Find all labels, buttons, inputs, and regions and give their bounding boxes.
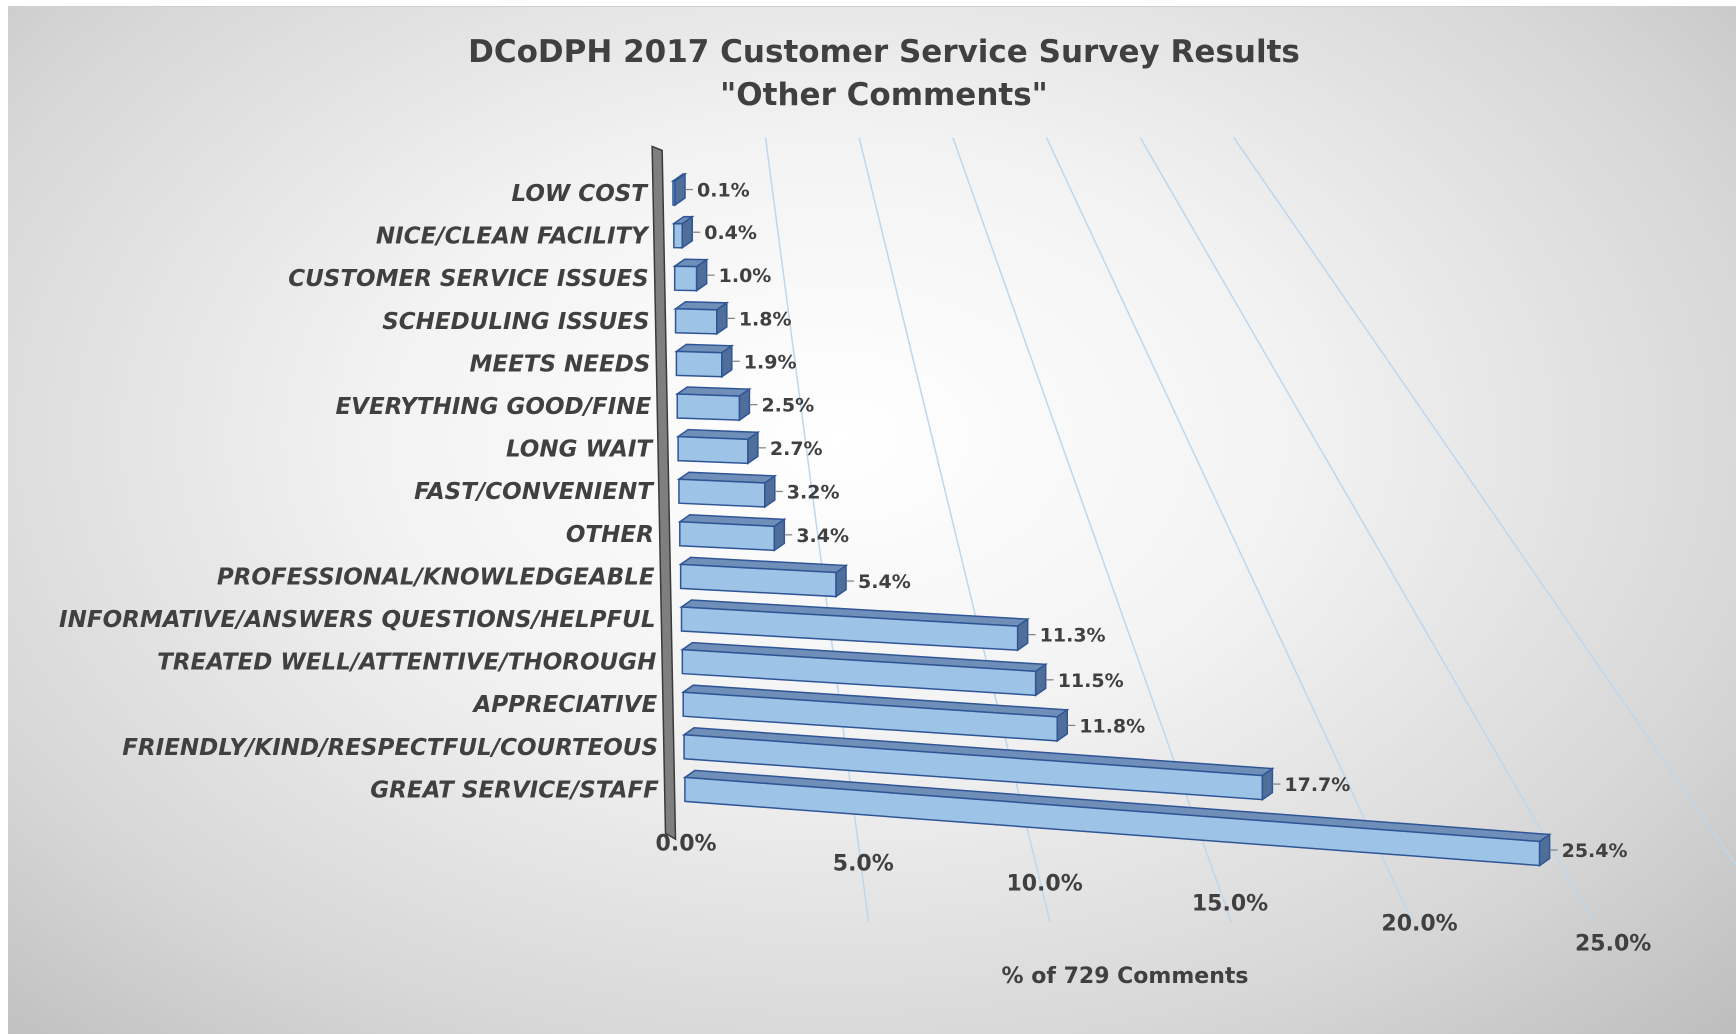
data-label: 2.5% [761,395,814,417]
category-label: SCHEDULING ISSUES [382,309,649,335]
bar-end [695,258,708,293]
bar-end [1538,833,1551,867]
bar-group: 1.0% [672,258,772,293]
data-label: 1.8% [739,308,792,330]
axis-wall-panel [651,145,677,841]
category-label: LOW COST [512,181,650,207]
axis-wall [651,145,677,841]
gridline [1233,137,1736,867]
bar [673,265,698,292]
bar-group: 11.3% [679,599,1106,652]
bar-group: 11.5% [680,641,1124,697]
bar [678,478,766,508]
bar-end [721,344,733,379]
category-label: PROFESSIONAL/KNOWLEDGEABLE [217,564,655,590]
category-labels: LOW COST NICE/CLEAN FACILITY CUSTOMER SERV… [59,181,659,803]
bar-end [1261,767,1274,802]
chart-area: DCoDPH 2017 Customer Service Survey Resu… [8,6,1736,1034]
bar-end [738,387,751,422]
bar-group: 11.8% [681,684,1145,743]
bar-group: 5.4% [678,556,911,598]
data-label: 2.7% [770,438,823,460]
x-tick-label: 5.0% [833,852,894,877]
data-label: 1.0% [719,265,772,287]
bar [677,435,749,465]
bars: 0.1% 0.4% 1.0% 1.8% 1.9% 2.5% 2.7% 3.2% 3.4% 5.4%… [670,172,1628,867]
bar [684,776,1541,867]
category-label: CUSTOMER SERVICE ISSUES [288,266,648,292]
category-label: FRIENDLY/KIND/RESPECTFUL/COURTEOUS [122,735,658,761]
gridline [1139,137,1595,923]
category-label: GREAT SERVICE/STAFF [370,777,659,803]
bar-group: 0.4% [671,215,757,250]
category-label: INFORMATIVE/ANSWERS QUESTIONS/HELPFUL [59,607,655,633]
data-label: 1.9% [744,351,797,373]
bar-group: 17.7% [681,727,1350,802]
bar [679,521,776,552]
data-label: 3.4% [796,525,849,547]
data-label: 3.2% [787,481,840,503]
bar [674,308,718,335]
data-label: 0.1% [697,180,750,202]
data-label: 0.4% [704,222,757,244]
data-label: 25.4% [1562,840,1628,862]
data-label: 17.7% [1284,774,1350,796]
x-tick-labels: 0.0%5.0%10.0%15.0%20.0%25.0%30.0% [656,832,1652,957]
x-tick-label: 20.0% [1381,912,1457,937]
bar-group: 2.5% [674,386,814,422]
data-label: 11.5% [1058,670,1124,692]
bar-end [764,474,776,509]
bar-end [1034,662,1047,697]
bar-group: 1.9% [674,343,797,379]
category-label: NICE/CLEAN FACILITY [376,224,650,250]
bar-end [716,301,728,336]
bar-group: 3.4% [677,514,849,552]
x-axis-title: % of 729 Comments [1002,964,1249,989]
x-tick-label: 10.0% [1006,872,1082,897]
category-label: EVERYTHING GOOD/FINE [335,394,651,420]
x-tick-label: 0.0% [656,832,717,857]
chart-title: DCoDPH 2017 Customer Service Survey Resu… [468,34,1300,70]
data-label: 11.8% [1079,715,1145,737]
bar-end [773,517,786,552]
x-tick-label: 25.0% [1575,932,1651,957]
gridlines [764,137,1736,923]
x-tick-label: 15.0% [1192,892,1268,917]
bar-group: 25.4% [682,769,1628,867]
bar-chart: DCoDPH 2017 Customer Service Survey Resu… [59,34,1736,989]
category-label: LONG WAIT [506,437,654,463]
gridline [858,137,1051,923]
category-label: FAST/CONVENIENT [414,479,655,505]
data-label: 5.4% [858,571,911,593]
bar-group: 2.7% [675,428,823,465]
chart-subtitle: "Other Comments" [720,77,1048,113]
bar [673,222,683,249]
bar [676,393,741,421]
bar-group: 3.2% [676,471,840,509]
bar-end [747,430,759,465]
category-label: APPRECIATIVE [471,692,657,718]
gridline [1045,137,1414,923]
bar-end [1056,708,1069,743]
category-label: TREATED WELL/ATTENTIVE/THOROUGH [157,650,656,676]
bar-end [681,215,693,250]
bar-group: 1.8% [673,301,792,336]
bar-end [1016,617,1029,652]
category-label: OTHER [566,522,654,548]
bar-end [674,172,686,207]
bar-end [835,564,847,598]
category-label: MEETS NEEDS [469,351,650,377]
bar [675,350,723,378]
bar-group: 0.1% [670,172,750,207]
data-label: 11.3% [1040,625,1106,647]
